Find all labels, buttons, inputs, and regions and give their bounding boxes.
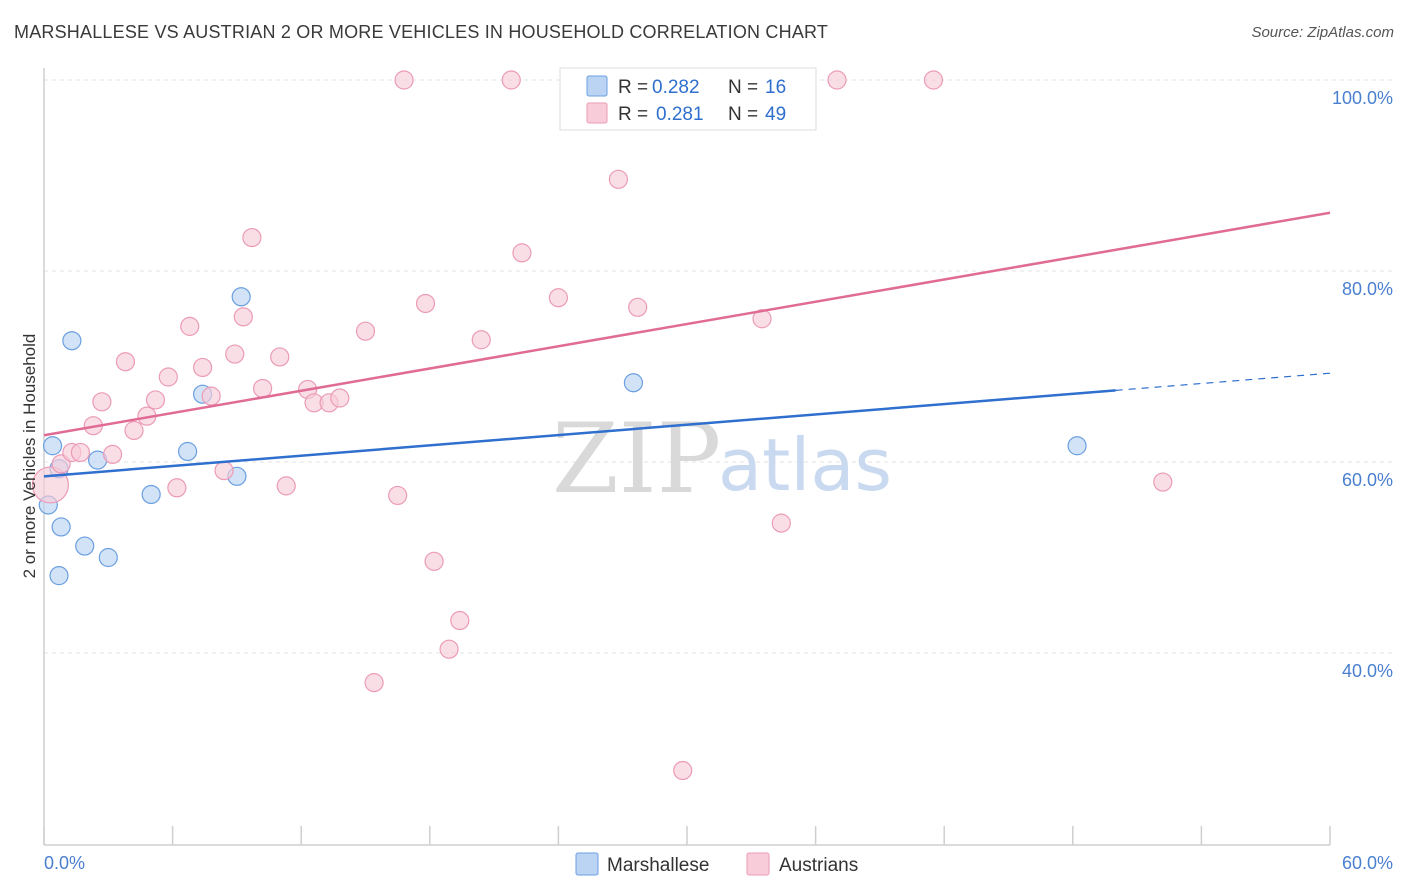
point-austrians-7 <box>115 352 136 372</box>
legend-r-value-austrians: 0.281 <box>656 104 704 125</box>
grid-lines <box>44 79 1392 654</box>
point-austrians-12 <box>167 478 187 498</box>
legend-r-label-austrians: R = <box>618 104 648 125</box>
legend-r-label-marshallese: R = <box>618 77 648 98</box>
legend-n-label-austrians: N = <box>728 104 758 125</box>
point-austrians-5 <box>92 392 112 412</box>
point-austrians-22 <box>276 476 296 496</box>
point-austrians-43 <box>752 309 772 329</box>
point-marshallese-8 <box>98 547 118 568</box>
point-austrians-26 <box>330 388 350 408</box>
trend-lines <box>43 211 1331 478</box>
point-marshallese-10 <box>178 441 198 462</box>
series-legend-label-austrians: Austrians <box>779 855 858 876</box>
point-marshallese-3 <box>51 517 71 537</box>
point-austrians-35 <box>471 330 491 350</box>
point-austrians-33 <box>439 639 459 659</box>
point-austrians-6 <box>102 444 123 464</box>
point-austrians-40 <box>628 297 648 317</box>
x-ticks: 0.0% 60.0% <box>43 826 1393 873</box>
series-legend-swatch-austrians <box>746 852 770 876</box>
point-austrians-13 <box>180 316 200 336</box>
chart-source: Source: ZipAtlas.com <box>1251 24 1394 41</box>
point-austrians-46 <box>827 70 847 90</box>
trend-extension-marshallese <box>1115 372 1331 391</box>
watermark-zip: ZIP <box>552 403 721 515</box>
point-austrians-39 <box>608 169 629 189</box>
y-tick-label-2: 80.0% <box>1342 279 1393 299</box>
point-marshallese-15 <box>1067 436 1087 456</box>
point-austrians-14 <box>193 357 213 378</box>
point-marshallese-6 <box>75 536 95 556</box>
legend-r-value-marshallese: 0.282 <box>652 77 700 98</box>
point-austrians-10 <box>145 390 166 410</box>
point-austrians-18 <box>233 307 253 327</box>
point-austrians-32 <box>424 551 444 571</box>
point-austrians-34 <box>450 610 470 631</box>
point-austrians-28 <box>364 673 384 693</box>
point-marshallese-9 <box>141 484 161 505</box>
point-austrians-15 <box>201 386 221 406</box>
x-tick-label-0: 0.0% <box>44 853 85 873</box>
trend-line-austrians <box>43 211 1331 437</box>
y-tick-label-1: 60.0% <box>1342 470 1393 490</box>
point-austrians-42 <box>673 760 693 781</box>
point-austrians-19 <box>242 227 262 248</box>
point-austrians-17 <box>225 344 245 364</box>
point-austrians-38 <box>548 288 569 308</box>
legend-swatch-austrians <box>586 102 608 124</box>
point-marshallese-1 <box>42 436 63 456</box>
point-austrians-11 <box>158 367 178 387</box>
legend-n-value-marshallese: 16 <box>765 77 786 98</box>
point-austrians-16 <box>214 460 234 481</box>
point-marshallese-13 <box>231 287 251 307</box>
point-marshallese-4 <box>49 566 69 586</box>
point-austrians-45 <box>771 513 791 533</box>
chart-title: MARSHALLESE VS AUSTRIAN 2 OR MORE VEHICL… <box>14 22 829 42</box>
x-tick-label-1: 60.0% <box>1342 853 1393 873</box>
legend-swatch-marshallese <box>586 75 608 97</box>
trend-line-marshallese <box>43 389 1116 478</box>
point-austrians-3 <box>70 442 91 463</box>
series-legend-swatch-marshallese <box>575 852 599 876</box>
point-austrians-27 <box>355 321 376 341</box>
series-legend-label-marshallese: Marshallese <box>607 855 709 876</box>
point-austrians-30 <box>388 485 408 506</box>
point-austrians-21 <box>270 347 290 367</box>
point-austrians-29 <box>394 70 414 90</box>
point-austrians-37 <box>512 243 532 263</box>
stats-legend: R = 0.282 N = 16 R = 0.281 N = 49 <box>559 67 817 131</box>
legend-n-label-marshallese: N = <box>728 77 758 98</box>
point-austrians-36 <box>501 70 521 90</box>
point-austrians-48 <box>1153 472 1173 492</box>
point-marshallese-5 <box>62 331 82 351</box>
legend-n-value-austrians: 49 <box>765 104 786 125</box>
point-austrians-8 <box>124 420 144 441</box>
y-tick-labels: 40.0% 60.0% 80.0% 100.0% <box>1332 88 1393 681</box>
series-legend: Marshallese Austrians <box>575 852 858 876</box>
data-points <box>31 70 1173 781</box>
y-tick-label-3: 100.0% <box>1332 88 1393 108</box>
watermark-atlas: atlas <box>718 423 892 507</box>
y-tick-label-0: 40.0% <box>1342 661 1393 681</box>
point-austrians-31 <box>415 293 436 314</box>
point-austrians-47 <box>923 70 944 90</box>
point-marshallese-14 <box>623 373 644 393</box>
point-austrians-20 <box>253 378 273 399</box>
watermark: ZIP atlas <box>552 403 892 515</box>
y-axis-label: 2 or more Vehicles in Household <box>20 334 39 579</box>
